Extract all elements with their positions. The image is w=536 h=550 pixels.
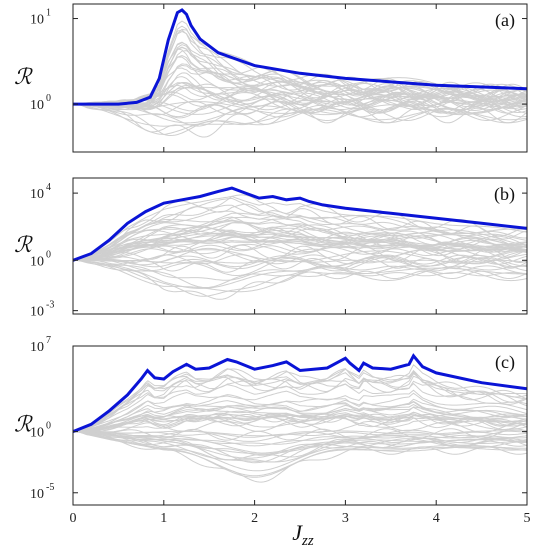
x-tick-label: 4 xyxy=(433,511,440,526)
gray-curve xyxy=(73,429,527,442)
gray-curves xyxy=(73,364,527,483)
envelope-curve xyxy=(73,8,527,106)
panel-2: 10 -3 10 0 10 4 (b) ℛ xyxy=(14,177,528,320)
y-axis-label: ℛ xyxy=(14,412,33,437)
envelope-curve xyxy=(73,353,527,433)
gray-curve xyxy=(73,389,527,433)
gray-curve xyxy=(73,259,527,300)
gray-curve xyxy=(73,431,527,477)
panel-frame xyxy=(72,3,528,153)
gray-curve xyxy=(73,368,527,433)
gray-curve xyxy=(73,30,527,107)
gray-curves xyxy=(73,194,527,300)
gray-curve xyxy=(73,215,527,261)
gray-curve xyxy=(73,364,527,433)
gray-curve xyxy=(73,243,527,261)
gray-curve xyxy=(73,414,527,433)
x-tick-label: 1 xyxy=(160,511,167,526)
x-axis-ticks: 0 1 2 3 4 5 xyxy=(70,511,531,526)
gray-curve xyxy=(73,95,527,115)
gray-curve xyxy=(73,226,527,261)
gray-curves xyxy=(73,20,527,138)
gray-curve xyxy=(73,431,527,438)
gray-curve xyxy=(73,382,527,433)
gray-curve xyxy=(73,220,527,261)
gray-curve xyxy=(73,412,527,433)
gray-curve xyxy=(73,257,527,277)
y-axis-label: ℛ xyxy=(14,232,33,257)
y-tick-label: 10 4 xyxy=(30,182,51,202)
y-tick-label: 10 -5 xyxy=(30,482,54,502)
gray-curve xyxy=(73,44,527,106)
gray-curve xyxy=(73,428,527,441)
panel-frame xyxy=(72,345,528,506)
gray-curve xyxy=(73,236,527,261)
y-tick-label: 10 7 xyxy=(30,335,51,355)
gray-curve xyxy=(73,216,527,261)
gray-curve xyxy=(73,204,527,261)
gray-curve xyxy=(73,254,527,265)
gray-curve xyxy=(73,223,527,261)
gray-curve xyxy=(73,55,527,105)
gray-curve xyxy=(73,431,527,483)
y-tick-label: 10 1 xyxy=(30,8,51,28)
gray-curve xyxy=(73,64,527,106)
gray-curve xyxy=(73,82,527,105)
gray-curve xyxy=(73,431,527,461)
y-tick-label: 10 -3 xyxy=(30,300,54,320)
gray-curve xyxy=(73,431,527,447)
panel-tag: (a) xyxy=(495,10,515,31)
envelope-curve xyxy=(73,186,527,262)
y-tick-label: 10 0 xyxy=(30,93,51,113)
y-axis-label: ℛ xyxy=(14,64,33,89)
x-tick-label: 2 xyxy=(251,511,258,526)
gray-curve xyxy=(73,257,527,273)
panel-tag: (c) xyxy=(495,352,515,373)
x-tick-label: 0 xyxy=(70,511,77,526)
y-tick-label: 10 0 xyxy=(30,249,51,269)
gray-curve xyxy=(73,431,527,454)
panel-frame xyxy=(72,177,528,315)
gray-curve xyxy=(73,431,527,463)
gray-curve xyxy=(73,372,527,433)
gray-curve xyxy=(73,431,527,445)
gray-curve xyxy=(73,87,527,111)
y-tick-label: 10 0 xyxy=(30,421,51,441)
gray-curve xyxy=(73,404,527,433)
gray-curve xyxy=(73,247,527,265)
x-tick-label: 5 xyxy=(524,511,531,526)
gray-curve xyxy=(73,222,527,261)
gray-curve xyxy=(73,230,527,261)
gray-curve xyxy=(73,195,527,261)
gray-curve xyxy=(73,375,527,433)
x-tick-label: 3 xyxy=(342,511,349,526)
gray-curve xyxy=(73,100,527,118)
panel-tag: (b) xyxy=(494,184,515,205)
gray-curve xyxy=(73,42,527,107)
x-axis-label: Jzz xyxy=(292,520,314,549)
gray-curve xyxy=(73,431,527,454)
panel-3: 10 -5 10 0 10 7 (c) ℛ xyxy=(14,335,528,506)
gray-curve xyxy=(73,368,527,433)
gray-curve xyxy=(73,103,527,124)
gray-curve xyxy=(73,259,527,281)
gray-curve xyxy=(73,409,527,433)
gray-curve xyxy=(73,259,527,297)
gray-curve xyxy=(73,431,527,463)
gray-curve xyxy=(73,413,527,433)
